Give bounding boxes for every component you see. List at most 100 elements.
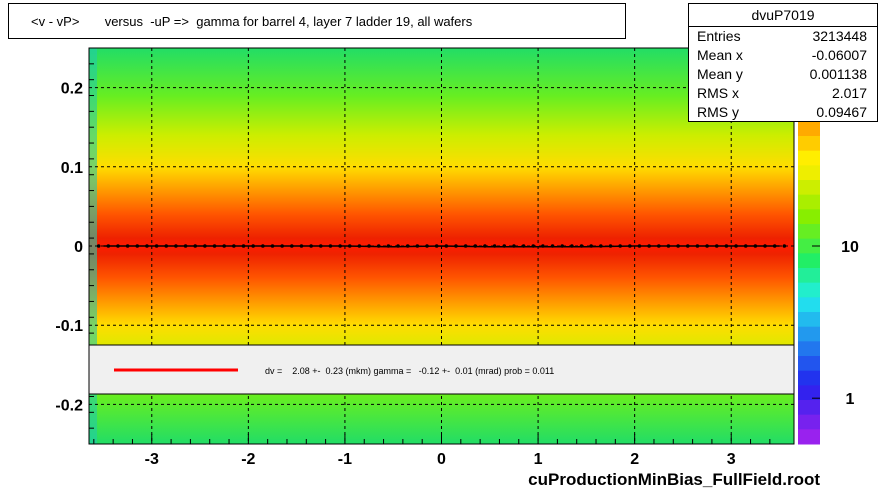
color-scale-band xyxy=(798,268,820,284)
color-scale-band xyxy=(798,165,820,181)
stats-row-rms-x: RMS x 2.017 xyxy=(689,84,877,103)
color-scale-band xyxy=(798,385,820,401)
stats-row-mean-x: Mean x -0.06007 xyxy=(689,46,877,65)
profile-point xyxy=(280,244,284,248)
profile-point xyxy=(434,244,439,248)
profile-point xyxy=(415,244,420,248)
profile-point xyxy=(521,244,526,248)
profile-point xyxy=(531,244,536,248)
color-scale-band xyxy=(798,429,820,445)
profile-point xyxy=(666,244,671,248)
color-scale-band xyxy=(798,209,820,225)
y-tick-label: 0.1 xyxy=(61,160,83,177)
profile-point xyxy=(512,244,516,248)
profile-point xyxy=(299,244,304,248)
x-tick-label: 2 xyxy=(630,451,639,468)
stats-value: 0.001138 xyxy=(809,66,867,82)
profile-point xyxy=(705,244,709,248)
y-tick-label: 0.2 xyxy=(61,81,83,98)
color-scale-band xyxy=(798,238,820,254)
color-scale-band xyxy=(798,356,820,372)
profile-points xyxy=(96,244,787,248)
stats-label: Entries xyxy=(697,28,741,44)
color-scale-band xyxy=(798,326,820,342)
color-scale-band xyxy=(798,224,820,240)
color-scale-band xyxy=(798,370,820,386)
profile-point xyxy=(454,244,458,248)
color-scale-band xyxy=(798,253,820,269)
profile-point xyxy=(492,244,497,248)
profile-point xyxy=(145,244,149,248)
profile-point xyxy=(328,244,333,248)
profile-point xyxy=(656,244,661,248)
profile-point xyxy=(473,244,478,248)
stats-histogram-name: dvuP7019 xyxy=(689,4,877,27)
footer-filename: cuProductionMinBias_FullField.root xyxy=(528,470,820,489)
stats-value: -0.06007 xyxy=(811,47,867,63)
color-scale-label: 1 xyxy=(846,391,855,408)
profile-point xyxy=(396,244,400,248)
color-scale-band xyxy=(798,400,820,416)
profile-point xyxy=(782,244,787,248)
color-scale-band xyxy=(798,282,820,298)
stats-row-mean-y: Mean y 0.001138 xyxy=(689,65,877,84)
profile-point xyxy=(212,244,217,248)
x-tick-label: -2 xyxy=(241,451,255,468)
profile-point xyxy=(541,244,545,248)
profile-point xyxy=(618,244,622,248)
stats-label: RMS x xyxy=(697,85,739,101)
profile-point xyxy=(483,244,487,248)
profile-point xyxy=(135,244,140,248)
profile-point xyxy=(463,244,468,248)
color-scale-label: 10 xyxy=(841,239,859,256)
color-scale-band xyxy=(798,121,820,137)
profile-point xyxy=(637,244,642,248)
profile-point xyxy=(125,244,130,248)
profile-point xyxy=(193,244,198,248)
profile-point xyxy=(106,244,111,248)
profile-point xyxy=(676,244,680,248)
profile-point xyxy=(270,244,275,248)
profile-point xyxy=(222,244,227,248)
profile-point xyxy=(338,244,342,248)
color-scale-band xyxy=(798,341,820,357)
stats-value: 2.017 xyxy=(831,85,867,101)
stats-label: RMS y xyxy=(697,104,739,120)
color-scale-band xyxy=(798,180,820,196)
profile-point xyxy=(734,244,738,248)
profile-point xyxy=(724,244,729,248)
profile-point xyxy=(714,244,719,248)
profile-point xyxy=(608,244,613,248)
color-scale-band xyxy=(798,297,820,313)
x-tick-label: -1 xyxy=(338,451,352,468)
profile-point xyxy=(376,244,381,248)
axes: -3 -2 -1 0 1 2 3 -0.2 -0.1 0 0.1 0.2 xyxy=(55,47,795,468)
profile-point xyxy=(116,244,120,248)
profile-point xyxy=(647,244,651,248)
heatmap-edge-left xyxy=(89,48,97,444)
profile-point xyxy=(251,244,255,248)
profile-point xyxy=(241,244,246,248)
fit-legend-text: dv = 2.08 +- 0.23 (mkm) gamma = -0.12 +-… xyxy=(265,366,554,376)
profile-point xyxy=(550,244,555,248)
x-tick-label: 0 xyxy=(437,451,446,468)
color-scale-band xyxy=(798,414,820,430)
stats-value: 0.09467 xyxy=(816,104,867,120)
stats-row-entries: Entries 3213448 xyxy=(689,27,877,46)
profile-point xyxy=(96,244,101,248)
profile-point xyxy=(347,244,352,248)
profile-point xyxy=(695,244,700,248)
profile-point xyxy=(174,244,178,248)
profile-point xyxy=(203,244,207,248)
profile-point xyxy=(386,244,391,248)
profile-point xyxy=(753,244,758,248)
profile-point xyxy=(502,244,507,248)
x-tick-label: 3 xyxy=(727,451,736,468)
y-tick-label: -0.2 xyxy=(55,397,83,414)
x-tick-label: 1 xyxy=(534,451,543,468)
profile-point xyxy=(579,244,584,248)
profile-point xyxy=(318,244,323,248)
stats-label: Mean y xyxy=(697,66,743,82)
profile-point xyxy=(570,244,574,248)
